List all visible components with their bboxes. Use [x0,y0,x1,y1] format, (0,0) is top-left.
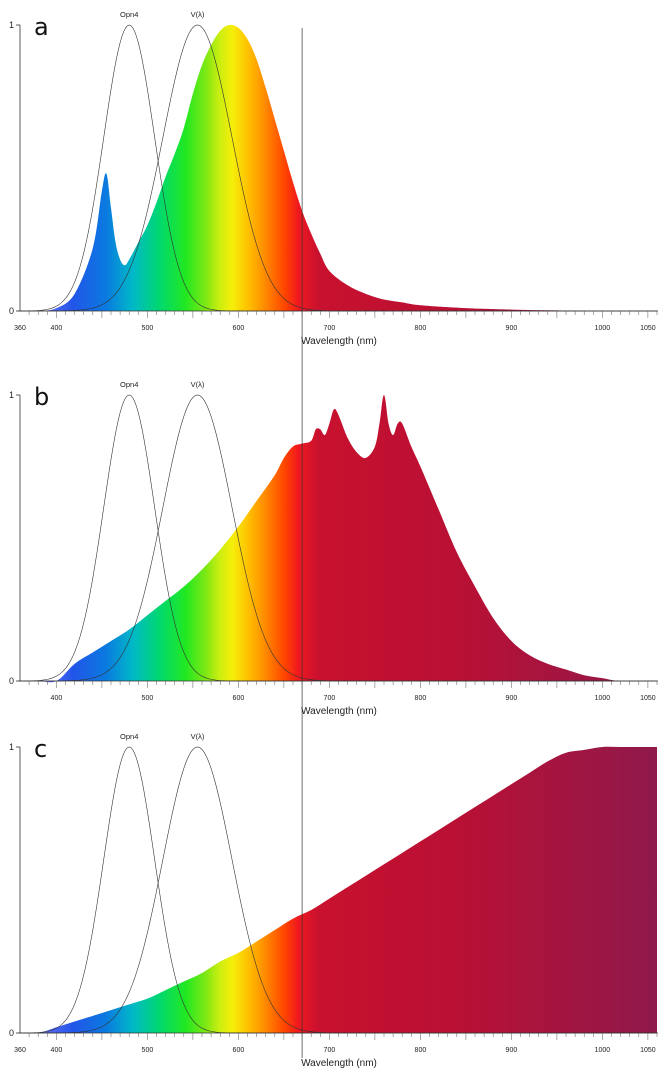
x-tick-label: 1000 [595,325,611,332]
y-tick-label-top: 1 [9,20,14,30]
x-axis-title: Wavelength (nm) [301,1058,377,1069]
curve-label-v-lambda: V(λ) [191,10,205,19]
x-axis-title: Wavelength (nm) [301,336,377,347]
x-tick-label: 800 [415,325,427,332]
x-tick-label: 900 [506,695,518,702]
y-tick-label-bottom: 0 [9,676,14,686]
x-tick-label: 1050 [640,1047,656,1054]
x-tick-label: 360 [14,1047,26,1054]
x-tick-label: 500 [142,1047,154,1054]
spectrum-area [20,746,657,1034]
curve-label-opn4: Opn4 [120,380,138,389]
x-tick-label: 400 [51,1047,63,1054]
x-tick-label: 900 [506,325,518,332]
x-tick-label: 400 [51,325,63,332]
curve-label-opn4: Opn4 [120,732,138,741]
panel-letter: a [34,13,49,41]
x-tick-label: 500 [142,695,154,702]
x-tick-label: 1050 [640,695,656,702]
panel-c: Opn4 V(λ) 1 0 360 400 500 600 700 800 900 1000 1050 W… [9,732,658,1069]
y-tick-label-bottom: 0 [9,306,14,316]
x-tick-label: 1000 [595,695,611,702]
x-tick-label: 600 [233,695,245,702]
x-tick-label: 400 [51,695,63,702]
x-tick-label: 700 [324,695,336,702]
x-axis-title: Wavelength (nm) [301,706,377,717]
x-tick-label: 600 [233,325,245,332]
x-tick-label: 1050 [640,325,656,332]
panel-b: Opn4 V(λ) 1 0 400 500 600 700 800 900 1000 1050 Wave… [9,380,658,717]
curve-label-opn4: Opn4 [120,10,138,19]
x-tick-label: 500 [142,325,154,332]
panel-a: Opn4 V(λ) 1 0 360 400 500 600 700 800 900 1000 1050 W… [9,10,658,347]
x-tick-label: 900 [506,1047,518,1054]
spectrum-area [20,24,657,312]
y-tick-label-top: 1 [9,390,14,400]
panel-letter: b [34,383,49,411]
x-tick-label: 800 [415,695,427,702]
y-tick-label-top: 1 [9,742,14,752]
x-tick-label: 1000 [595,1047,611,1054]
panel-letter: c [34,735,47,763]
x-tick-label: 360 [14,325,26,332]
x-tick-label: 600 [233,1047,245,1054]
y-tick-label-bottom: 0 [9,1028,14,1038]
x-tick-label: 700 [324,325,336,332]
x-tick-label: 800 [415,1047,427,1054]
curve-label-v-lambda: V(λ) [191,380,205,389]
spectrum-area [20,395,657,683]
x-tick-label: 700 [324,1047,336,1054]
curve-label-v-lambda: V(λ) [191,732,205,741]
